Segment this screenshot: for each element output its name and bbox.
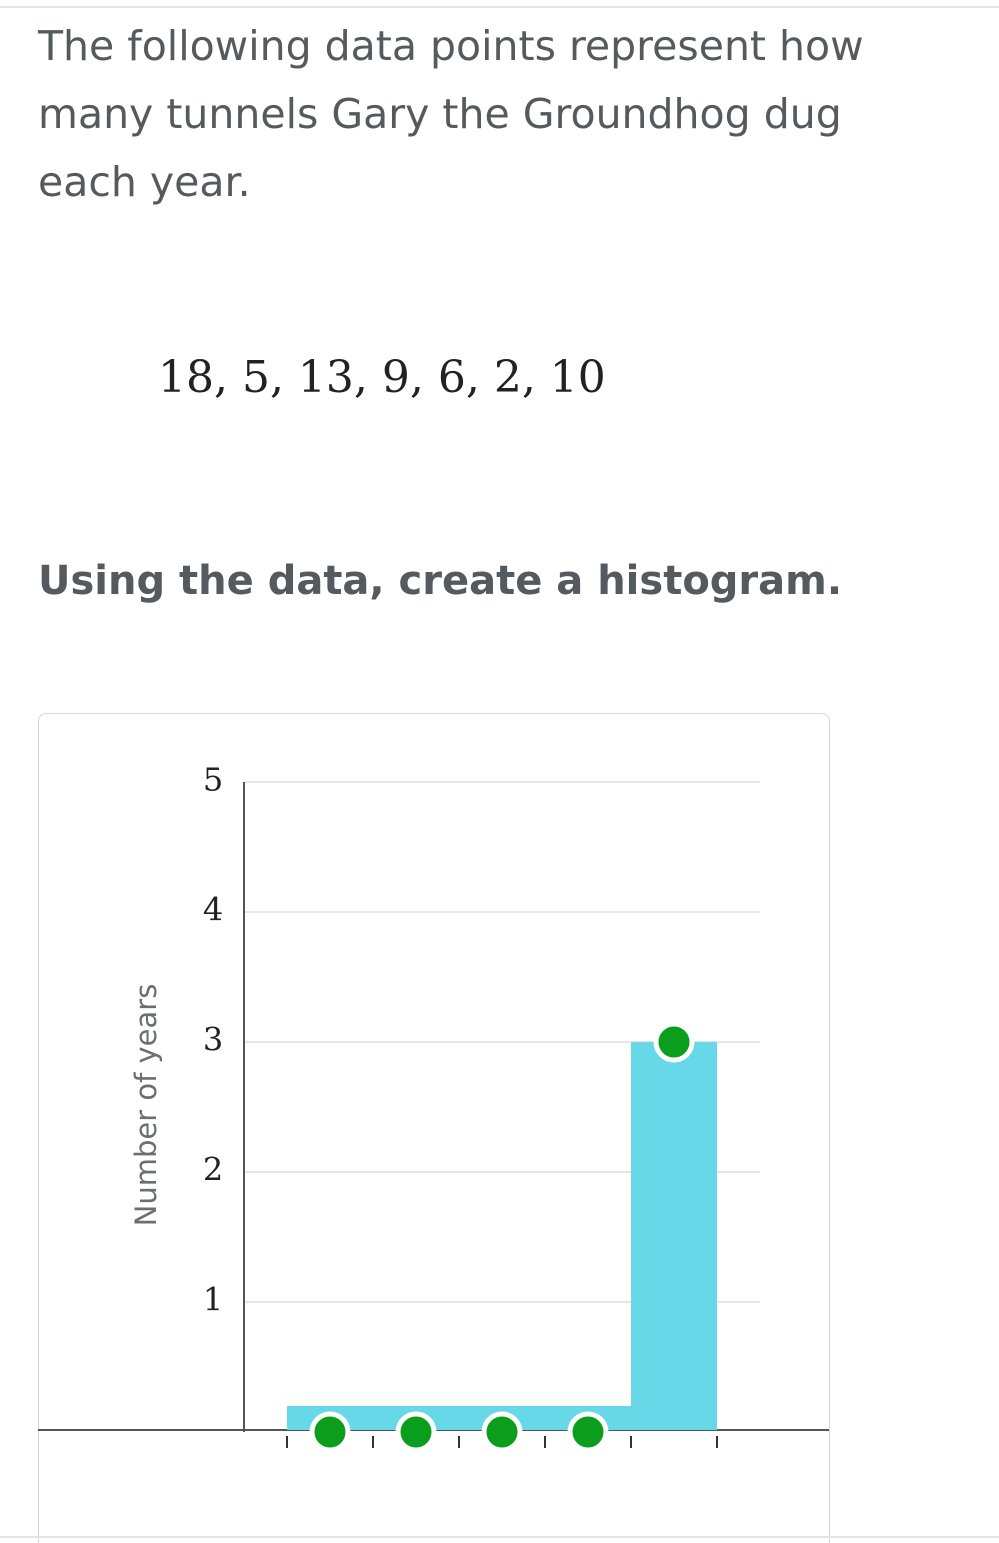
x-tick-label: 20 xyxy=(697,1541,738,1543)
data-list: 18, 5, 13, 9, 6, 2, 10 xyxy=(158,352,606,403)
x-tick-label: 4 xyxy=(363,1541,383,1543)
question: The following data points represent how … xyxy=(38,22,864,206)
y-tick-label: 4 xyxy=(203,891,223,929)
bar-handle[interactable] xyxy=(653,1021,695,1063)
x-tick-label: 12 xyxy=(525,1541,566,1543)
divider xyxy=(0,6,999,8)
x-tick-label: 16 xyxy=(611,1541,652,1543)
y-tick-label: 1 xyxy=(203,1281,223,1319)
bar-handle[interactable] xyxy=(567,1411,609,1453)
x-tick-label: 0 xyxy=(277,1541,297,1543)
y-axis-label: Number of years xyxy=(129,984,163,1227)
y-tick-label: 2 xyxy=(203,1151,223,1189)
bar xyxy=(631,1042,717,1430)
divider xyxy=(0,1536,999,1538)
instruction: Using the data, create a histogram. xyxy=(38,558,843,604)
bar-handle[interactable] xyxy=(395,1411,437,1453)
bar-handle[interactable] xyxy=(481,1411,523,1453)
y-tick-label: 3 xyxy=(203,1021,223,1059)
x-tick-label: 8 xyxy=(449,1541,469,1543)
y-tick-label: 5 xyxy=(203,761,223,799)
chart-box xyxy=(38,713,830,1543)
bar-handle[interactable] xyxy=(309,1411,351,1453)
